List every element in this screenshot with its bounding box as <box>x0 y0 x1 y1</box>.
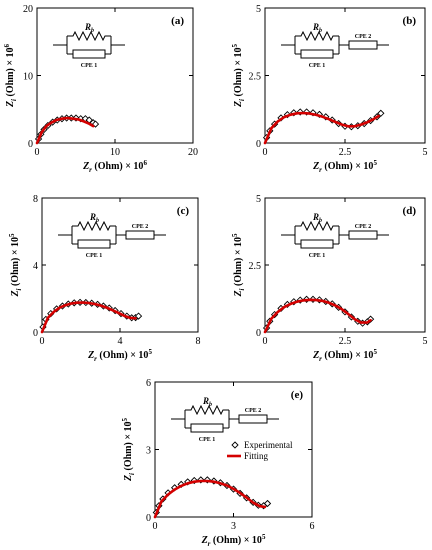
cpe2-label: CPE 2 <box>355 34 372 40</box>
x-tick-label: 20 <box>188 147 198 158</box>
x-tick-label: 0 <box>263 147 268 158</box>
x-tick-label: 5 <box>423 336 428 347</box>
cpe2-element <box>238 414 268 424</box>
y-tick-label: 0 <box>33 328 38 339</box>
cpe2-element <box>348 230 378 240</box>
fitting-curve <box>35 116 95 145</box>
x-tick-label: 2.5 <box>339 147 352 158</box>
cpe1-element <box>300 239 334 249</box>
y-tick-label: 20 <box>23 4 33 15</box>
resistor-symbol <box>297 221 337 231</box>
x-tick-label: 6 <box>310 521 315 532</box>
cpe1-label: CPE 1 <box>86 253 103 259</box>
cpe2-element <box>348 40 378 50</box>
panel-label: (b) <box>403 15 417 27</box>
fitting-curve <box>153 479 267 519</box>
cpe1-label: CPE 1 <box>199 437 216 443</box>
y-axis-label: Zi (Ohm) × 105 <box>231 233 246 298</box>
legend-marker-experimental <box>231 441 239 449</box>
legend-label-fitting: Fitting <box>244 451 269 461</box>
y-tick-label: 3 <box>146 446 151 457</box>
circuit-diagram: Rb CPE 1 CPE 2 <box>171 396 279 443</box>
cpe1-label: CPE 1 <box>309 63 326 69</box>
cpe1-element <box>77 239 111 249</box>
y-tick-label: 2.5 <box>249 261 262 272</box>
chart-panel: 0 3 6 0 3 6 Zr (Ohm) × 105 Zi (Ohm) × 105 (e) Rb C… <box>121 378 315 548</box>
cpe1-label: CPE 1 <box>81 63 98 69</box>
cpe2-element <box>125 230 155 240</box>
circuit-diagram: Rb CPE 1 CPE 2 <box>281 22 389 69</box>
legend-label-experimental: Experimental <box>244 440 293 450</box>
circuit-diagram: Rb CPE 1 <box>53 22 125 69</box>
y-axis-label: Zi (Ohm) × 105 <box>231 43 246 108</box>
resistor-symbol <box>297 31 337 41</box>
y-axis-label: Zi (Ohm) × 105 <box>8 233 23 298</box>
experimental-point <box>377 109 385 117</box>
cpe2-label: CPE 2 <box>355 224 372 230</box>
resistor-label: Rb <box>202 396 212 408</box>
resistor-symbol <box>187 405 227 415</box>
cpe2-label: CPE 2 <box>132 224 149 230</box>
resistor-label: Rb <box>312 22 322 34</box>
chart-panel: 0 4 8 0 4 8 Zr (Ohm) × 105 Zi (Ohm) × 105 (c) Rb C… <box>8 194 201 363</box>
circuit-diagram: Rb CPE 1 CPE 2 <box>281 212 389 259</box>
resistor-symbol <box>74 221 114 231</box>
panel-label: (e) <box>291 389 304 401</box>
cpe1-element <box>72 49 106 59</box>
panel-label: (c) <box>177 205 190 217</box>
y-tick-label: 4 <box>33 261 38 272</box>
cpe1-element <box>190 423 224 433</box>
x-axis-label: Zr (Ohm) × 105 <box>312 348 377 363</box>
chart-panel: 0 10 20 0 10 20 Zr (Ohm) × 106 Zi (Ohm) × 106 (a… <box>3 4 198 174</box>
x-axis-label: Zr (Ohm) × 106 <box>82 159 147 174</box>
x-axis-label: Zr (Ohm) × 105 <box>87 348 152 363</box>
y-axis-label: Zi (Ohm) × 105 <box>121 417 136 482</box>
x-tick-label: 8 <box>196 336 201 347</box>
x-tick-label: 2.5 <box>339 336 352 347</box>
resistor-label: Rb <box>84 22 94 34</box>
fitting-curve <box>40 301 137 334</box>
cpe1-label: CPE 1 <box>309 253 326 259</box>
x-axis-label: Zr (Ohm) × 105 <box>201 533 266 548</box>
y-tick-label: 0 <box>256 328 261 339</box>
chart-panel: 0 2.5 5 0 2.5 5 Zr (Ohm) × 105 Zi (Ohm) × 105 (d… <box>231 194 428 363</box>
x-tick-label: 5 <box>423 147 428 158</box>
y-tick-label: 6 <box>146 378 151 389</box>
y-tick-label: 5 <box>256 194 261 205</box>
resistor-label: Rb <box>89 212 99 224</box>
y-tick-label: 0 <box>146 513 151 524</box>
y-tick-label: 0 <box>28 139 33 150</box>
y-tick-label: 8 <box>33 194 38 205</box>
x-tick-label: 0 <box>35 147 40 158</box>
x-axis-label: Zr (Ohm) × 105 <box>312 159 377 174</box>
y-tick-label: 2.5 <box>249 72 262 83</box>
experimental-point <box>263 499 272 508</box>
x-tick-label: 0 <box>153 521 158 532</box>
fitting-curve <box>263 111 380 145</box>
panel-label: (d) <box>403 205 417 217</box>
x-tick-label: 3 <box>231 521 236 532</box>
cpe1-element <box>300 49 334 59</box>
panel-label: (a) <box>171 15 184 27</box>
cpe2-label: CPE 2 <box>245 408 262 414</box>
experimental-point <box>134 312 143 320</box>
chart-panel: 0 2.5 5 0 2.5 5 Zr (Ohm) × 105 Zi (Ohm) × 105 (b… <box>231 4 428 174</box>
fitting-curve <box>263 298 372 334</box>
x-tick-label: 10 <box>110 147 120 158</box>
resistor-symbol <box>69 31 109 41</box>
plot-frame <box>36 7 194 144</box>
y-tick-label: 10 <box>23 72 33 83</box>
y-axis-label: Zi (Ohm) × 106 <box>3 43 18 108</box>
x-tick-label: 0 <box>263 336 268 347</box>
x-tick-label: 4 <box>118 336 123 347</box>
resistor-label: Rb <box>312 212 322 224</box>
y-tick-label: 5 <box>256 4 261 15</box>
x-tick-label: 0 <box>40 336 45 347</box>
y-tick-label: 0 <box>256 139 261 150</box>
circuit-diagram: Rb CPE 1 CPE 2 <box>58 212 166 259</box>
